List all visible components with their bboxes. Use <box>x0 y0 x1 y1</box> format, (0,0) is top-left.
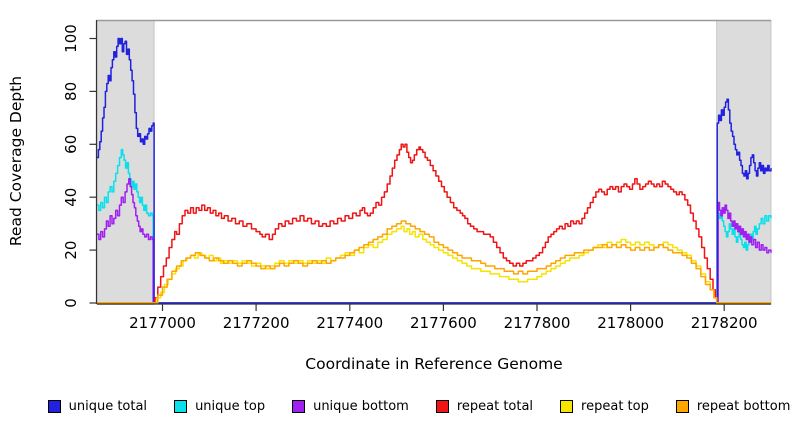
legend-item-unique-bottom: unique bottom <box>292 399 409 414</box>
x-axis-title: Coordinate in Reference Genome <box>305 355 562 373</box>
legend-swatch-unique-bottom <box>292 399 306 413</box>
y-axis-title: Read Coverage Depth <box>7 76 25 246</box>
legend-swatch-repeat-total <box>435 399 449 413</box>
legend-item-unique-total: unique total <box>47 398 148 414</box>
repeat-region-shading-layer <box>96 20 772 305</box>
legend-label: repeat total <box>456 398 534 414</box>
y-tick-label: 60 <box>62 135 80 154</box>
coverage-chart: 2177000 2177200 2177400 2177600 2177800 21780… <box>7 19 772 373</box>
x-tick-label: 2177600 <box>410 314 477 332</box>
x-tick-group: 2177000 2177200 2177400 2177600 2177800 21780… <box>129 304 758 332</box>
legend-swatch-repeat-bottom <box>675 399 689 413</box>
legend-item-repeat-total: repeat total <box>435 398 534 414</box>
y-tick-label: 0 <box>62 298 80 308</box>
legend-label: unique top <box>195 398 266 414</box>
legend-swatch-repeat-top <box>560 399 574 413</box>
axis-layer: 2177000 2177200 2177400 2177600 2177800 21780… <box>7 20 771 373</box>
legend-label: repeat top <box>581 398 649 414</box>
series-line-repeat-bottom <box>97 220 771 304</box>
series-line-repeat-top <box>97 225 771 304</box>
legend-item-repeat-top: repeat top <box>560 399 649 414</box>
x-tick-label: 2178200 <box>691 314 758 332</box>
y-tick-label: 100 <box>62 24 80 53</box>
y-tick-group: 0 20 40 60 80 100 <box>62 24 97 308</box>
legend-label: repeat bottom <box>696 398 791 414</box>
x-tick-label: 2177800 <box>504 314 571 332</box>
chart-legend: unique total unique top unique bottom repea… <box>0 390 792 422</box>
legend-label: unique total <box>68 398 148 414</box>
series-line-unique-bottom <box>97 177 772 304</box>
legend-swatch-unique-total <box>47 399 61 413</box>
x-tick-label: 2177400 <box>316 314 383 332</box>
y-tick-label: 20 <box>62 241 80 260</box>
legend-label: unique bottom <box>313 398 409 414</box>
x-tick-label: 2177000 <box>129 314 196 332</box>
legend-item-unique-top: unique top <box>174 399 265 414</box>
legend-item-repeat-bottom: repeat bottom <box>675 398 791 414</box>
x-tick-label: 2177200 <box>223 314 290 332</box>
legend-swatch-unique-top <box>174 399 188 413</box>
right-gray-region <box>716 20 772 305</box>
series-line-unique-total <box>97 37 772 304</box>
y-tick-label: 40 <box>62 188 80 207</box>
series-layer <box>97 37 772 304</box>
x-tick-label: 2178000 <box>597 314 664 332</box>
y-tick-label: 80 <box>62 82 80 101</box>
series-line-repeat-total <box>97 143 771 304</box>
series-line-unique-top <box>97 148 772 304</box>
